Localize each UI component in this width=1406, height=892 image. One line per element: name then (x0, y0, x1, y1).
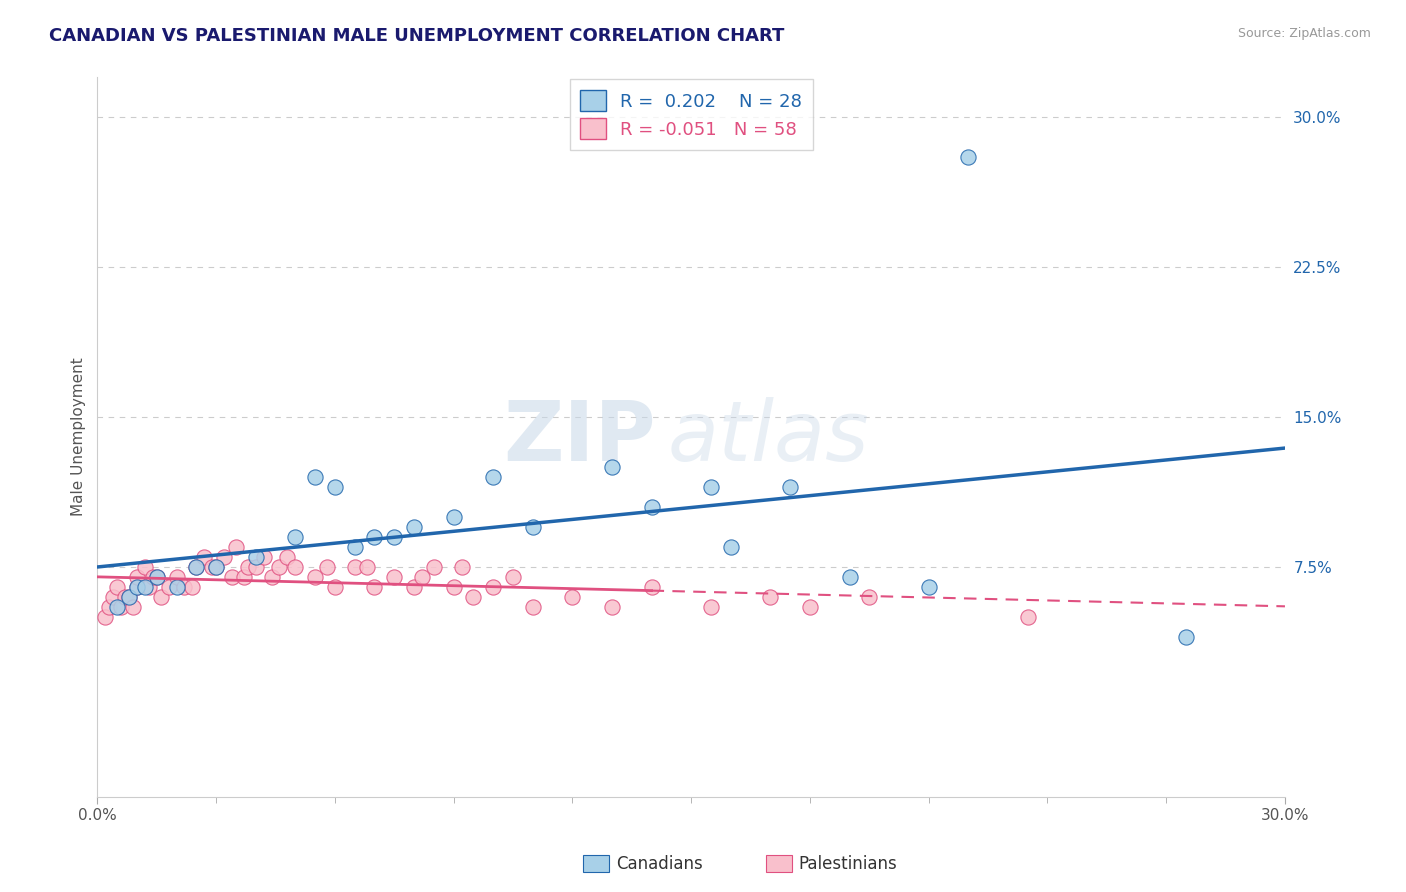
Point (245, 549, 267, 564)
Point (700, 599, 723, 614)
Point (402, 580, 425, 594)
Point (284, 560, 307, 574)
Point (640, 500, 662, 514)
Point (98, 599, 121, 614)
Point (205, 560, 228, 574)
Point (382, 570, 405, 584)
Point (423, 560, 446, 574)
Point (600, 599, 623, 614)
Point (138, 580, 160, 594)
Point (221, 570, 243, 584)
Point (304, 470, 326, 484)
Point (145, 570, 167, 584)
Point (482, 580, 505, 594)
Point (157, 580, 180, 594)
Point (142, 570, 165, 584)
Text: Source: ZipAtlas.com: Source: ZipAtlas.com (1237, 27, 1371, 40)
Text: CANADIAN VS PALESTINIAN MALE UNEMPLOYMENT CORRELATION CHART: CANADIAN VS PALESTINIAN MALE UNEMPLOYMEN… (49, 27, 785, 45)
Point (411, 570, 433, 584)
Point (173, 580, 195, 594)
Point (463, 590, 485, 604)
Point (232, 570, 254, 584)
Point (225, 540, 247, 554)
Point (166, 570, 188, 584)
Point (269, 560, 291, 574)
Point (522, 520, 544, 534)
Text: Canadians: Canadians (616, 855, 703, 873)
Point (260, 570, 283, 584)
Point (193, 549, 215, 564)
Point (186, 560, 208, 574)
Point (105, 580, 128, 594)
Point (94, 610, 117, 624)
Y-axis label: Male Unemployment: Male Unemployment (72, 358, 86, 516)
Point (181, 580, 204, 594)
Point (779, 480, 801, 494)
Point (316, 560, 339, 574)
Text: Palestinians: Palestinians (799, 855, 897, 873)
Point (402, 520, 425, 534)
Point (236, 560, 259, 574)
Legend: R =  0.202    N = 28, R = -0.051   N = 58: R = 0.202 N = 28, R = -0.051 N = 58 (569, 79, 813, 150)
Point (186, 560, 208, 574)
Point (114, 590, 136, 604)
Point (382, 530, 405, 544)
Point (443, 580, 465, 594)
Point (166, 580, 188, 594)
Point (561, 590, 583, 604)
Point (134, 580, 156, 594)
Point (443, 510, 465, 524)
Point (110, 599, 132, 614)
Point (252, 549, 274, 564)
Point (482, 470, 505, 484)
Point (918, 580, 941, 594)
Point (304, 570, 326, 584)
Point (858, 590, 880, 604)
Point (356, 560, 378, 574)
Point (201, 560, 224, 574)
Point (957, 150, 980, 164)
Text: atlas: atlas (668, 397, 869, 477)
Point (343, 560, 366, 574)
Point (1017, 610, 1039, 624)
Point (600, 460, 623, 475)
Point (363, 530, 385, 544)
Point (450, 560, 472, 574)
Point (1175, 630, 1198, 644)
Point (118, 590, 141, 604)
Point (122, 599, 145, 614)
Point (103, 590, 125, 604)
Point (720, 540, 742, 554)
Point (838, 570, 860, 584)
Point (125, 580, 148, 594)
Point (640, 580, 662, 594)
Point (205, 560, 228, 574)
Point (343, 540, 366, 554)
Point (125, 580, 148, 594)
Point (212, 549, 235, 564)
Point (149, 590, 172, 604)
Point (134, 560, 156, 574)
Point (502, 570, 524, 584)
Point (799, 599, 821, 614)
Point (125, 570, 148, 584)
Point (245, 560, 267, 574)
Point (363, 580, 385, 594)
Text: ZIP: ZIP (503, 397, 655, 477)
Point (759, 590, 782, 604)
Point (323, 480, 346, 494)
Point (276, 549, 298, 564)
Point (323, 580, 346, 594)
Point (522, 599, 544, 614)
Point (118, 590, 141, 604)
Point (700, 480, 723, 494)
Point (284, 530, 307, 544)
Point (145, 570, 167, 584)
Point (105, 599, 128, 614)
